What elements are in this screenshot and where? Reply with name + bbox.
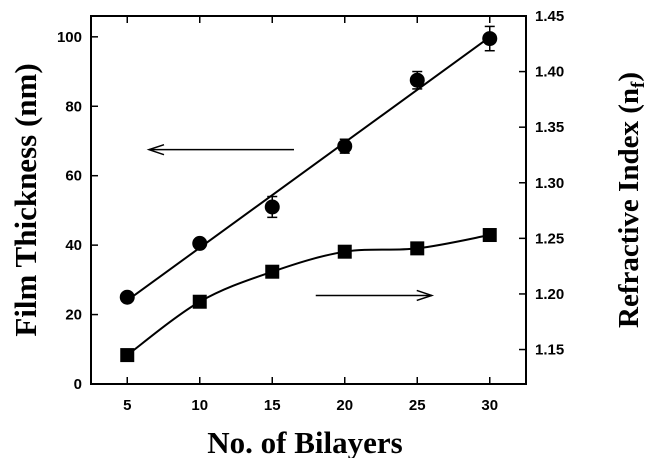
arrow-head — [416, 289, 435, 302]
data-point — [337, 244, 352, 259]
y-axis-title-right: Refractive Index (nf) — [613, 72, 647, 328]
y-axis-title-right-main: Refractive Index (n — [613, 88, 645, 328]
y-tick-label-left: 80 — [65, 98, 82, 115]
y-tick-label-left: 40 — [65, 237, 82, 254]
arrow-left — [146, 143, 294, 156]
x-tick-label: 5 — [123, 397, 131, 414]
data-point — [482, 31, 498, 47]
y-tick-label-right: 1.35 — [535, 119, 564, 136]
series-2 — [120, 228, 497, 363]
data-point — [192, 235, 208, 251]
axes — [90, 15, 527, 385]
ticks: 5 10 15 20 25 30 0 20 40 60 80 100 1.15 1.20 1.25 1.30 1… — [57, 8, 564, 414]
x-axis-title: No. of Bilayers — [207, 425, 402, 458]
x-tick-label: 30 — [481, 397, 498, 414]
y-tick-label-left: 0 — [74, 376, 82, 393]
x-tick-label: 10 — [191, 397, 208, 414]
y-axis-title-right-close: ) — [613, 72, 645, 82]
annotations — [146, 143, 435, 302]
data-point — [119, 289, 135, 305]
series-1 — [119, 25, 498, 305]
y-axis-title-right-sub: f — [628, 81, 647, 88]
data-point — [410, 241, 425, 256]
y-axis-title-left: Film Thickness (nm) — [8, 63, 43, 336]
y-tick-label-right: 1.30 — [535, 175, 564, 192]
data-point — [482, 228, 497, 243]
arrow-right — [315, 289, 435, 302]
plot-frame — [90, 15, 527, 385]
y-tick-label-right: 1.20 — [535, 286, 564, 303]
data-point — [265, 264, 280, 279]
y-tick-label-right: 1.15 — [535, 342, 564, 359]
series — [119, 25, 498, 363]
y-tick-label-left: 20 — [65, 307, 82, 324]
data-point — [192, 294, 207, 309]
series-1-line — [126, 36, 491, 302]
data-point — [409, 72, 425, 88]
y-tick-label-left: 60 — [65, 168, 82, 185]
x-tick-label: 15 — [264, 397, 281, 414]
series-2-line — [126, 234, 490, 356]
arrow-head — [146, 143, 165, 156]
y-tick-label-right: 1.25 — [535, 230, 564, 247]
x-tick-label: 20 — [336, 397, 353, 414]
x-tick-label: 25 — [409, 397, 426, 414]
y-tick-label-right: 1.40 — [535, 64, 564, 81]
data-point — [337, 138, 353, 154]
y-tick-label-left: 100 — [57, 29, 82, 46]
data-point — [264, 199, 280, 215]
data-point — [120, 348, 135, 363]
y-tick-label-right: 1.45 — [535, 8, 564, 25]
